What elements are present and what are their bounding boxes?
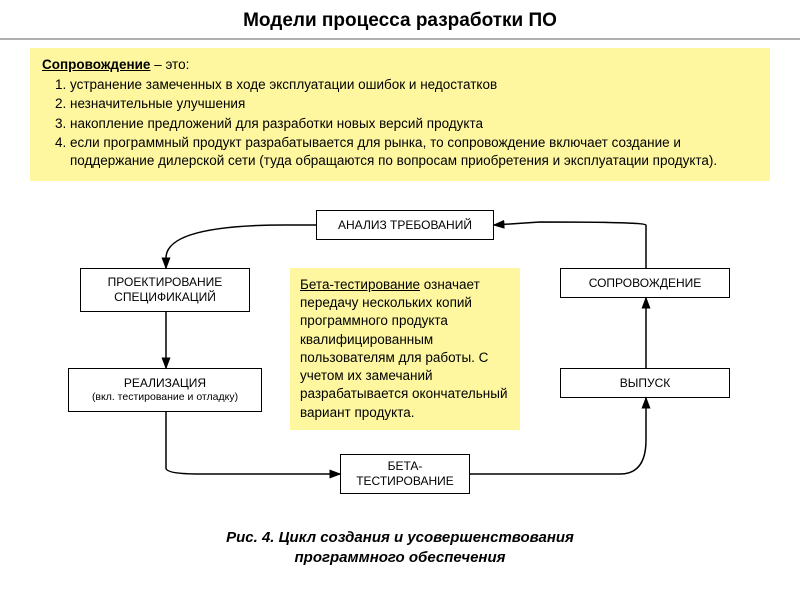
list-item: накопление предложений для разработки но… [70,115,758,133]
top-callout-term: Сопровождение [42,57,150,72]
node-design: ПРОЕКТИРОВАНИЕ СПЕЦИФИКАЦИЙ [80,268,250,312]
list-item: устранение замеченных в ходе эксплуатаци… [70,76,758,94]
top-callout-lead: Сопровождение – это: [42,56,758,74]
node-support: СОПРОВОЖДЕНИЕ [560,268,730,298]
center-callout-rest: означает передачу нескольких копий прогр… [300,277,508,420]
caption-line2: программного обеспечения [0,548,800,568]
node-impl-line1: РЕАЛИЗАЦИЯ [124,376,206,391]
node-implementation: РЕАЛИЗАЦИЯ (вкл. тестирование и отладку) [68,368,262,412]
center-callout: Бета-тестирование означает передачу неск… [290,268,520,430]
figure-caption: Рис. 4. Цикл создания и усовершенствован… [0,528,800,567]
list-item: незначительные улучшения [70,95,758,113]
node-beta: БЕТА- ТЕСТИРОВАНИЕ [340,454,470,494]
node-release: ВЫПУСК [560,368,730,398]
list-item: если программный продукт разрабатывается… [70,134,758,170]
node-impl-line2: (вкл. тестирование и отладку) [92,391,238,404]
top-callout-list: устранение замеченных в ходе эксплуатаци… [70,76,758,170]
center-callout-term: Бета-тестирование [300,277,420,292]
page-title: Модели процесса разработки ПО [0,0,800,40]
top-callout-rest: – это: [150,57,189,72]
caption-line1: Рис. 4. Цикл создания и усовершенствован… [0,528,800,548]
top-callout: Сопровождение – это: устранение замеченн… [30,48,770,181]
node-analysis: АНАЛИЗ ТРЕБОВАНИЙ [316,210,494,240]
